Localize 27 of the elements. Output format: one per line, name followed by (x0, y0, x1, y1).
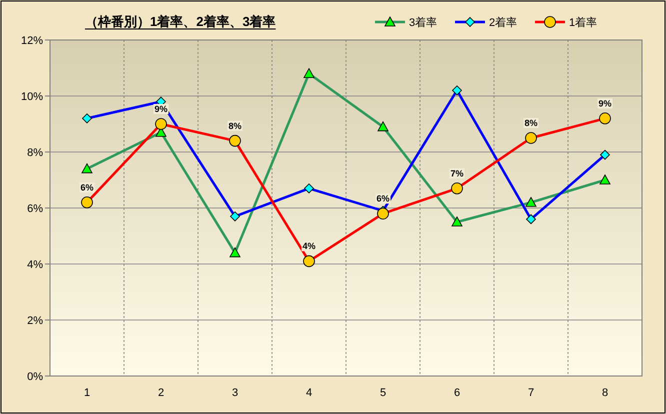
y-tick-label: 10% (20, 91, 44, 103)
x-tick-label: 2 (158, 387, 164, 399)
y-tick-label: 0% (27, 371, 44, 383)
data-label: 4% (302, 241, 316, 252)
y-tick-label: 12% (20, 35, 44, 47)
y-tick-label: 6% (27, 203, 44, 215)
data-label: 9% (154, 104, 168, 114)
x-tick-label: 4 (306, 387, 312, 399)
x-tick-label: 1 (84, 387, 90, 399)
data-label: 6% (376, 194, 390, 204)
x-tick-label: 8 (602, 387, 608, 399)
legend-label: 2着率 (489, 16, 518, 29)
y-tick-label: 8% (27, 147, 44, 159)
data-label: 9% (598, 98, 612, 108)
x-tick-label: 3 (232, 387, 238, 399)
x-tick-label: 5 (380, 387, 386, 399)
x-tick-label: 6 (454, 387, 460, 399)
legend-label: 3着率 (409, 16, 438, 29)
chart-title: （枠番別）1着率、2着率、3着率 (85, 14, 276, 29)
data-label: 8% (228, 120, 242, 131)
data-label: 7% (450, 168, 464, 178)
data-label: 8% (524, 118, 538, 128)
x-tick-label: 7 (528, 387, 534, 399)
y-tick-label: 2% (27, 315, 44, 327)
data-label: 6% (80, 182, 94, 192)
legend-label: 1着率 (569, 16, 598, 29)
y-tick-label: 4% (27, 259, 44, 271)
